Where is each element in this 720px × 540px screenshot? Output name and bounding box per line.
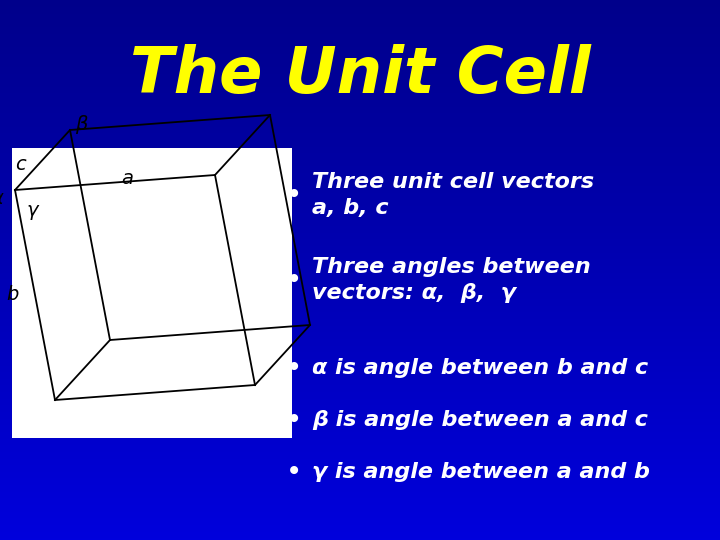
- Text: α is angle between b and c: α is angle between b and c: [312, 358, 648, 378]
- Text: $c$: $c$: [15, 154, 28, 173]
- Text: γ is angle between a and b: γ is angle between a and b: [312, 462, 650, 482]
- Text: $\alpha$: $\alpha$: [0, 188, 4, 207]
- Text: •: •: [286, 181, 302, 209]
- Text: •: •: [286, 458, 302, 486]
- Text: $b$: $b$: [6, 286, 19, 305]
- Text: $a$: $a$: [122, 169, 134, 188]
- Text: The Unit Cell: The Unit Cell: [130, 44, 590, 106]
- Bar: [12, 148, 292, 438]
- Text: •: •: [286, 354, 302, 382]
- Text: Three unit cell vectors
a, b, c: Three unit cell vectors a, b, c: [312, 172, 594, 218]
- Text: •: •: [286, 266, 302, 294]
- Text: $\gamma$: $\gamma$: [26, 202, 40, 221]
- Text: β is angle between a and c: β is angle between a and c: [312, 410, 648, 430]
- Text: •: •: [286, 406, 302, 434]
- Text: $\beta$: $\beta$: [75, 113, 89, 137]
- Text: Three angles between
vectors: α,  β,  γ: Three angles between vectors: α, β, γ: [312, 257, 590, 303]
